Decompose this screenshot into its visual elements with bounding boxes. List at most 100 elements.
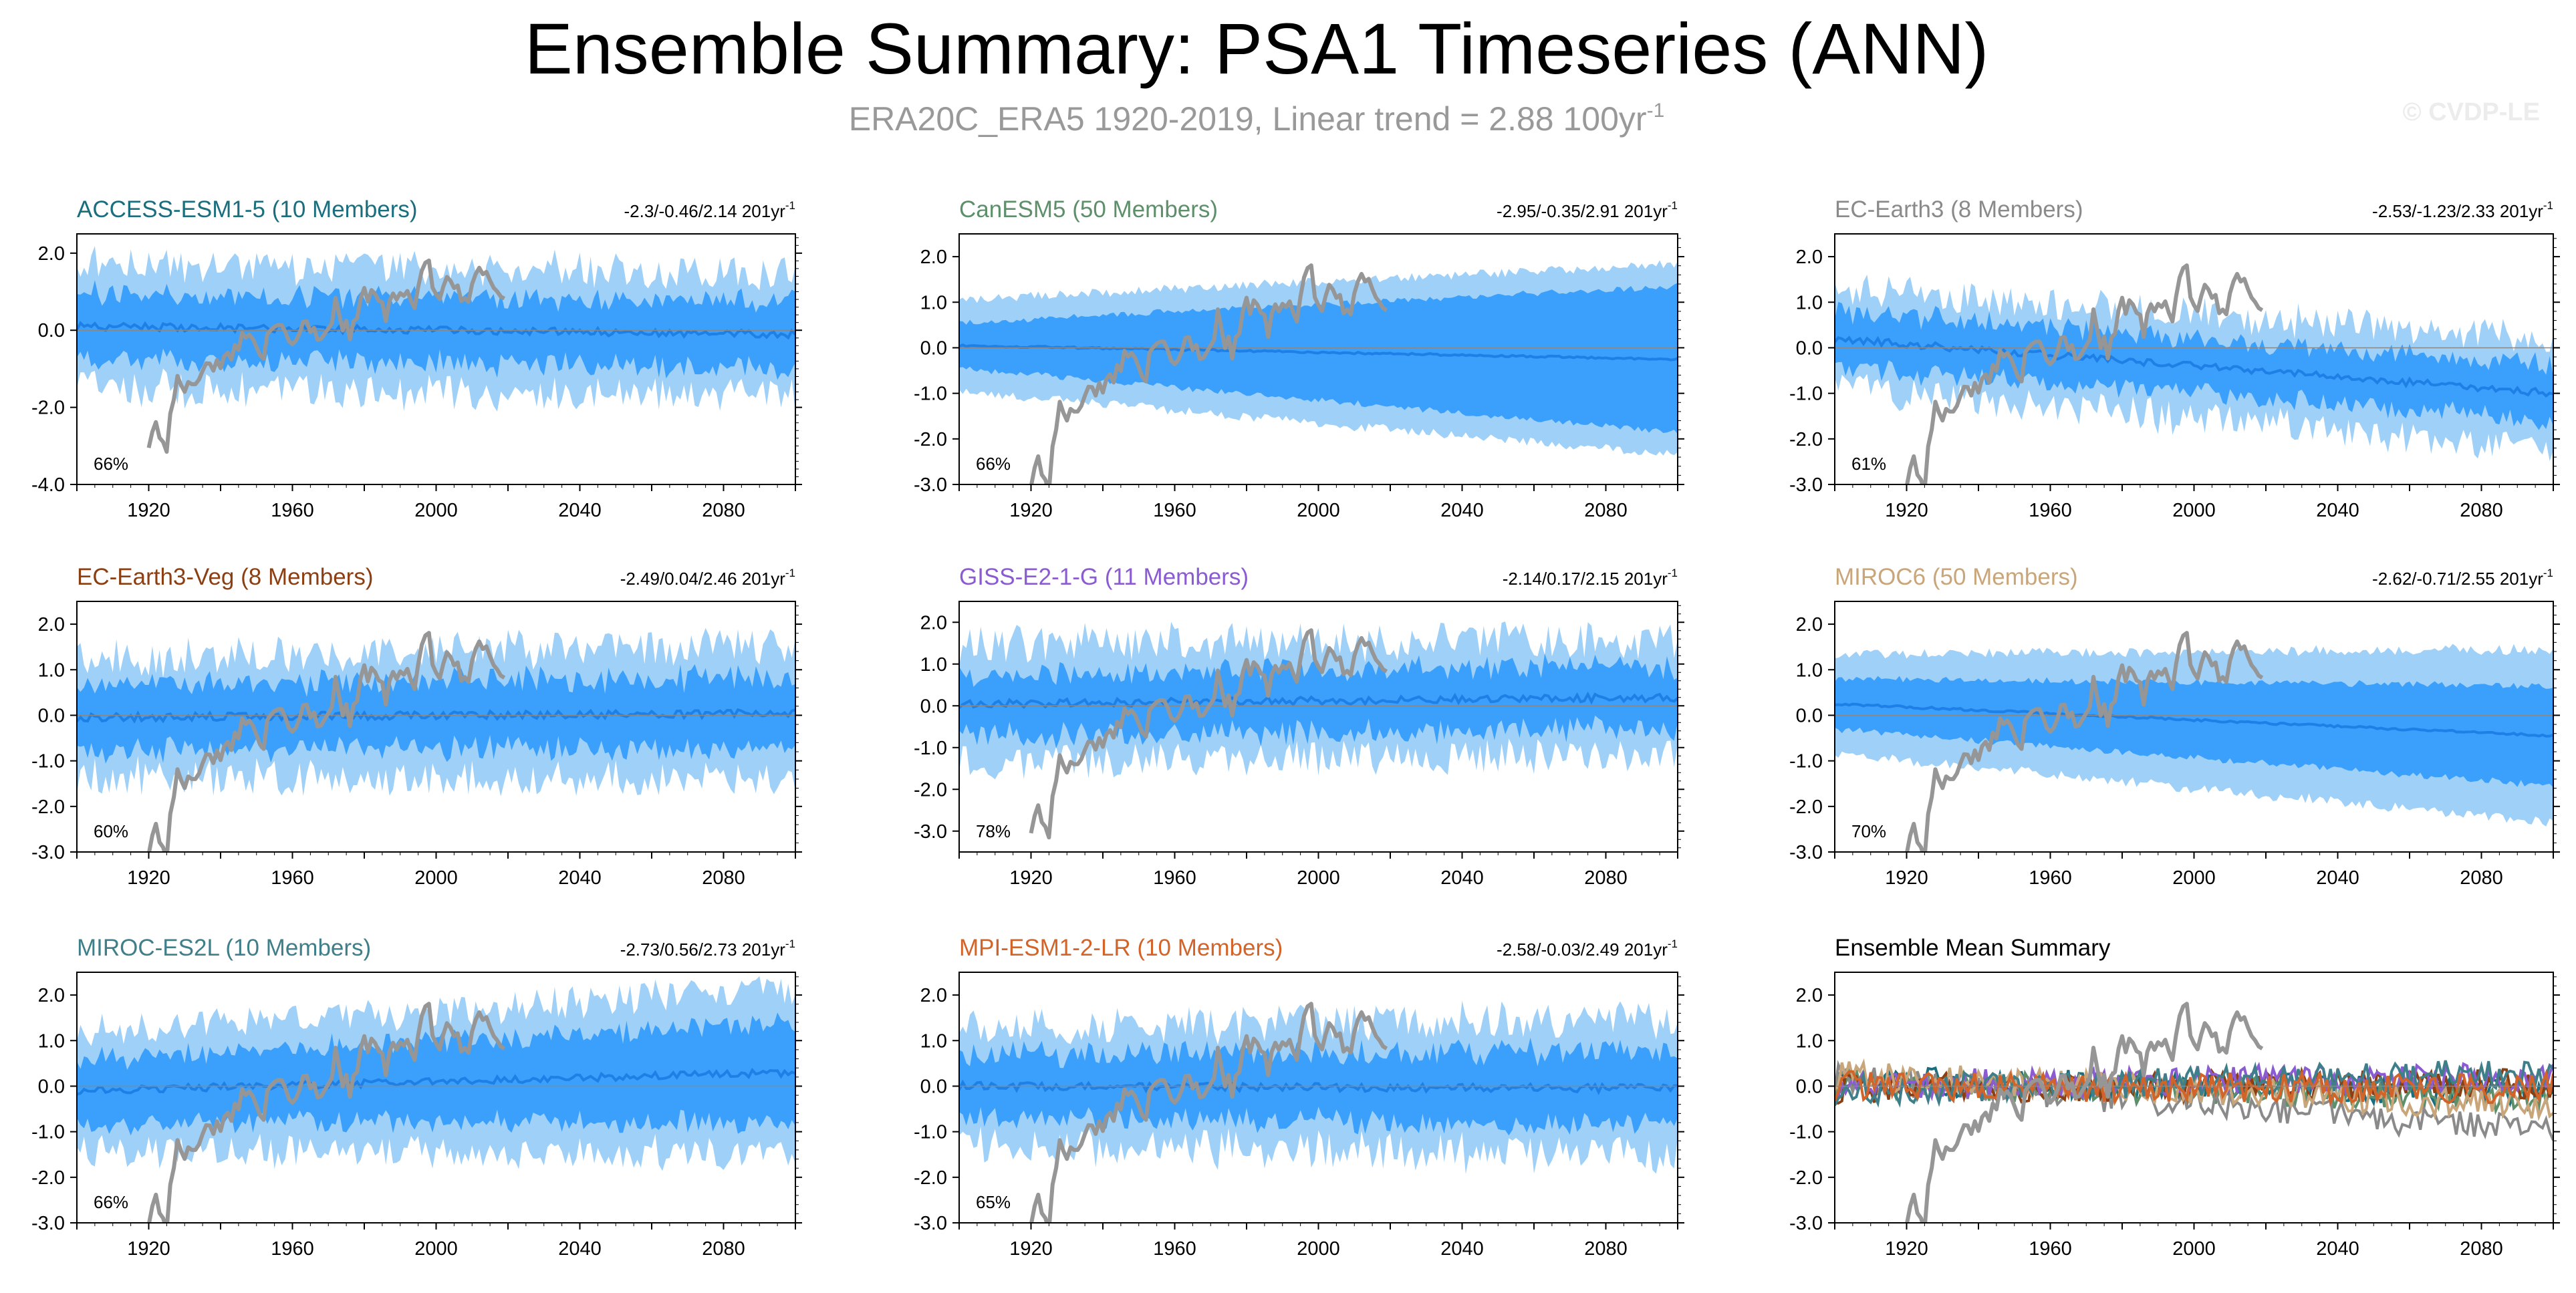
inner-spread-band (77, 664, 795, 764)
panel-title: EC-Earth3-Veg (8 Members) (77, 564, 373, 590)
subtitle-sup: -1 (1647, 100, 1665, 122)
panel-stats: -2.3/-0.46/2.14 201yr-1 (624, 199, 795, 221)
panel-title: MIROC6 (50 Members) (1835, 564, 2078, 590)
ensemble-mean-line (1835, 702, 2553, 738)
x-tick-label: 1920 (127, 1238, 170, 1260)
panel-7: 2.0 1.0 0.0 -1.0 -2.0 -3.0 1920 1960 2000 2040 208… (914, 935, 1684, 1260)
panel-title: MPI-ESM1-2-LR (10 Members) (959, 935, 1283, 961)
observed-timeseries-line (146, 258, 506, 454)
x-tick-label: 2080 (1584, 1238, 1628, 1260)
subtitle-text: ERA20C_ERA5 1920-2019, Linear trend = 2.… (849, 100, 1647, 138)
y-tick-label: 1.0 (1796, 1030, 1823, 1052)
y-tick-label: -3.0 (914, 474, 947, 496)
y-tick-label: -2.0 (1789, 1167, 1823, 1189)
panel-4: 2.0 1.0 0.0 -1.0 -2.0 -3.0 1920 1960 2000 2040 208… (914, 564, 1684, 889)
y-tick-label: 2.0 (1796, 985, 1823, 1006)
x-tick-label: 2040 (2316, 1238, 2359, 1260)
x-tick-label: 2000 (414, 867, 458, 889)
panel-stats: -2.14/0.17/2.15 201yr-1 (1503, 567, 1678, 589)
y-tick-label: -1.0 (1789, 751, 1823, 772)
x-tick-label: 2000 (2172, 500, 2216, 521)
x-tick-label: 2080 (1584, 500, 1628, 521)
x-tick-label: 2000 (1297, 1238, 1340, 1260)
panels: 2.0 0.0 -2.0 -4.0 1920 1960 2000 2040 2080 ACCESS… (31, 196, 2560, 1260)
y-tick-label: -2.0 (914, 429, 947, 450)
series-line-MIROC-ES2L (1835, 1060, 2553, 1108)
ensemble-mean-line (959, 1079, 1678, 1095)
y-tick-label: 2.0 (1796, 247, 1823, 268)
panel-title: CanESM5 (50 Members) (959, 196, 1218, 223)
percent-label: 60% (94, 821, 128, 841)
panel-title: EC-Earth3 (8 Members) (1835, 196, 2083, 223)
percent-label: 70% (1851, 821, 1886, 841)
ensemble-mean-line (77, 321, 795, 340)
y-tick-label: 2.0 (38, 243, 65, 265)
inner-spread-band (1835, 676, 2553, 788)
y-tick-label: 0.0 (920, 696, 947, 717)
x-tick-label: 1920 (1009, 1238, 1053, 1260)
observed-timeseries-line (1905, 1002, 2264, 1223)
ensemble-mean-line (959, 691, 1678, 709)
y-tick-label: -2.0 (914, 779, 947, 801)
plot-area (959, 1000, 1678, 1223)
y-tick-label: 2.0 (920, 985, 947, 1006)
x-tick-label: 1960 (1153, 500, 1196, 521)
figure-title: Ensemble Summary: PSA1 Timeseries (ANN) (525, 8, 1989, 89)
y-tick-label: -2.0 (1789, 429, 1823, 450)
y-tick-label: -1.0 (914, 384, 947, 405)
plot-area (77, 976, 795, 1223)
x-tick-label: 1920 (1009, 867, 1053, 889)
x-tick-label: 2040 (558, 867, 602, 889)
x-tick-label: 2000 (1297, 867, 1340, 889)
x-tick-label: 2000 (1297, 500, 1340, 521)
observed-timeseries-line (1029, 628, 1388, 840)
y-tick-label: 0.0 (920, 1076, 947, 1097)
observed-timeseries-line (1029, 1002, 1388, 1223)
y-tick-label: -2.0 (31, 398, 65, 419)
x-tick-label: 1960 (271, 867, 314, 889)
y-tick-label: 1.0 (38, 660, 65, 681)
y-tick-label: -3.0 (1789, 474, 1823, 496)
x-tick-label: 2080 (2460, 1238, 2503, 1260)
y-tick-label: -1.0 (31, 751, 65, 772)
x-tick-label: 2040 (2316, 867, 2359, 889)
plot-area (1835, 631, 2553, 852)
y-tick-label: 2.0 (38, 614, 65, 635)
y-tick-label: -2.0 (1789, 797, 1823, 818)
y-tick-label: 0.0 (38, 705, 65, 726)
x-tick-label: 1960 (2029, 1238, 2072, 1260)
y-tick-label: 0.0 (920, 337, 947, 359)
panel-stats: -2.58/-0.03/2.49 201yr-1 (1497, 938, 1678, 960)
y-tick-label: 1.0 (38, 1030, 65, 1052)
y-tick-label: -3.0 (1789, 1213, 1823, 1234)
x-tick-label: 1920 (1885, 500, 1928, 521)
x-tick-label: 2040 (558, 1238, 602, 1260)
x-tick-label: 2040 (558, 500, 602, 521)
y-tick-label: -1.0 (914, 738, 947, 759)
y-tick-label: 2.0 (920, 247, 947, 268)
x-tick-label: 2000 (414, 500, 458, 521)
y-tick-label: 1.0 (1796, 292, 1823, 313)
x-tick-label: 2040 (2316, 500, 2359, 521)
observed-timeseries-line (147, 1002, 506, 1223)
panel-stats: -2.62/-0.71/2.55 201yr-1 (2372, 567, 2553, 589)
y-tick-label: -1.0 (1789, 1122, 1823, 1143)
x-tick-label: 2080 (702, 1238, 745, 1260)
y-tick-label: -3.0 (914, 821, 947, 843)
percent-label: 61% (1851, 454, 1886, 474)
y-tick-label: 1.0 (1796, 660, 1823, 681)
y-tick-label: 1.0 (920, 654, 947, 676)
y-tick-label: 0.0 (38, 1076, 65, 1097)
y-tick-label: 0.0 (1796, 1076, 1823, 1097)
x-tick-label: 1960 (1153, 1238, 1196, 1260)
percent-label: 66% (94, 1192, 128, 1212)
y-tick-label: 1.0 (920, 1030, 947, 1052)
panel-stats: -2.95/-0.35/2.91 201yr-1 (1497, 199, 1678, 221)
x-tick-label: 2000 (2172, 867, 2216, 889)
credit-watermark: © CVDP-LE (2403, 98, 2540, 126)
x-tick-label: 1920 (127, 867, 170, 889)
y-tick-label: 0.0 (1796, 337, 1823, 359)
x-tick-label: 2040 (1440, 500, 1484, 521)
x-tick-label: 1920 (1009, 500, 1053, 521)
x-tick-label: 2080 (2460, 500, 2503, 521)
